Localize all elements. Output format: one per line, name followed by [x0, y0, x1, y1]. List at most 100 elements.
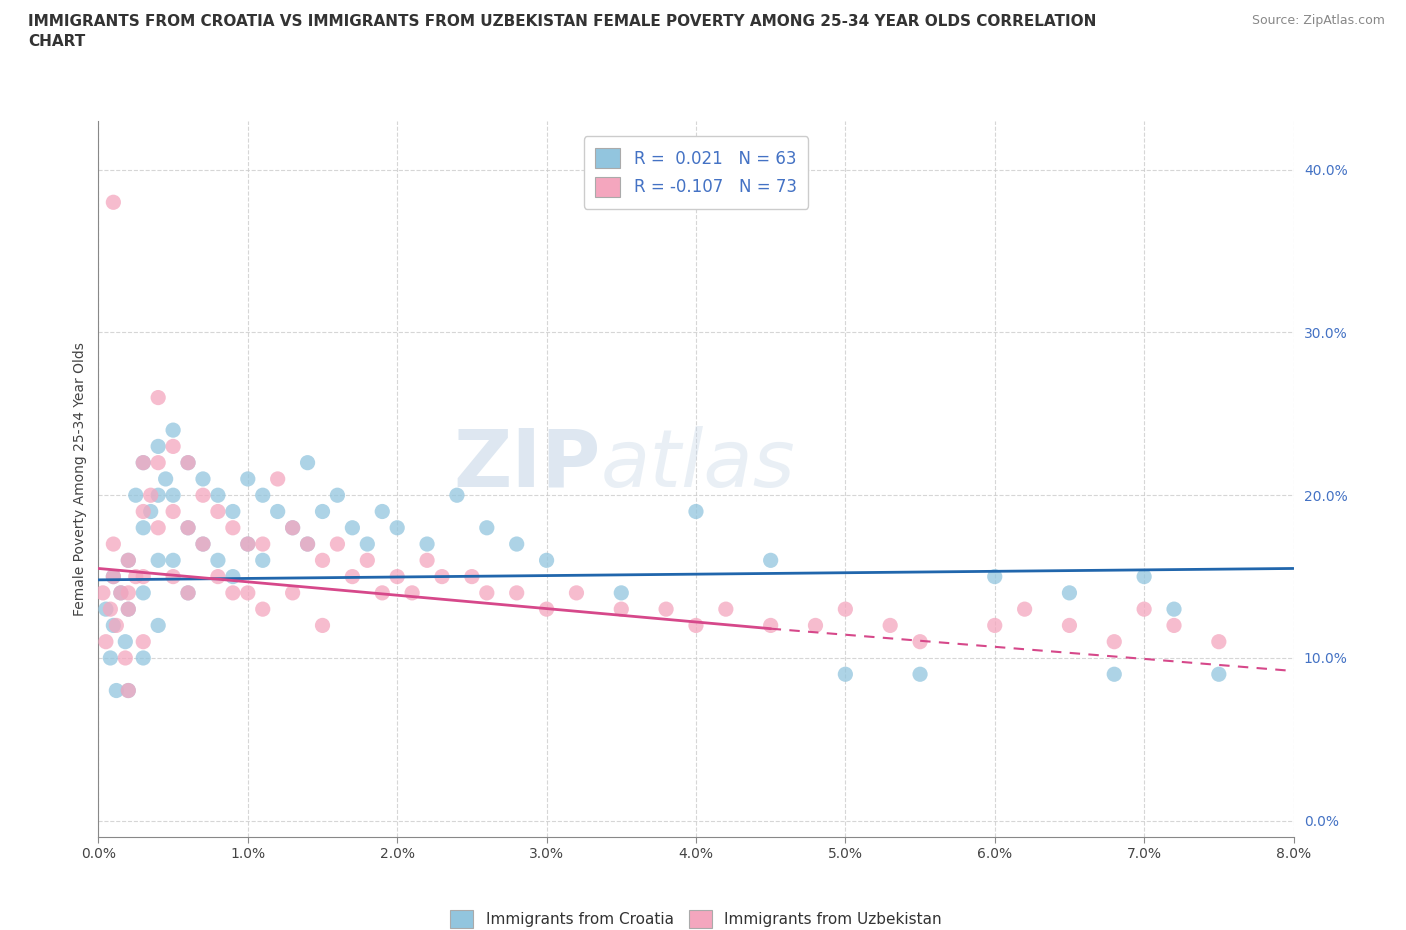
Point	[162, 552, 184, 567]
Point	[356, 552, 378, 567]
Point	[342, 521, 364, 536]
Point	[342, 569, 364, 584]
Point	[565, 586, 588, 601]
Point	[506, 586, 529, 601]
Point	[155, 472, 177, 486]
Point	[385, 521, 409, 536]
Point	[908, 634, 931, 649]
Point	[222, 521, 245, 536]
Point	[177, 586, 200, 601]
Point	[446, 487, 468, 502]
Point	[1163, 618, 1185, 633]
Text: IMMIGRANTS FROM CROATIA VS IMMIGRANTS FROM UZBEKISTAN FEMALE POVERTY AMONG 25-34: IMMIGRANTS FROM CROATIA VS IMMIGRANTS FR…	[28, 14, 1097, 48]
Point	[207, 552, 229, 567]
Text: Source: ZipAtlas.com: Source: ZipAtlas.com	[1251, 14, 1385, 27]
Point	[834, 602, 856, 617]
Point	[110, 586, 132, 601]
Point	[252, 537, 274, 551]
Point	[252, 602, 274, 617]
Point	[714, 602, 737, 617]
Point	[103, 195, 125, 210]
Point	[461, 569, 484, 584]
Point	[655, 602, 678, 617]
Point	[252, 487, 274, 502]
Point	[297, 455, 319, 470]
Point	[103, 569, 125, 584]
Point	[297, 537, 319, 551]
Point	[94, 634, 117, 649]
Point	[311, 552, 333, 567]
Point	[311, 618, 333, 633]
Point	[103, 618, 125, 633]
Point	[475, 521, 498, 536]
Point	[536, 602, 558, 617]
Point	[1133, 602, 1156, 617]
Point	[506, 537, 529, 551]
Point	[105, 683, 128, 698]
Point	[207, 504, 229, 519]
Point	[267, 472, 290, 486]
Point	[162, 487, 184, 502]
Point	[281, 521, 304, 536]
Point	[416, 552, 439, 567]
Point	[132, 455, 155, 470]
Point	[222, 586, 245, 601]
Point	[685, 504, 707, 519]
Point	[326, 487, 349, 502]
Point	[139, 504, 162, 519]
Point	[114, 634, 136, 649]
Point	[834, 667, 856, 682]
Point	[356, 537, 378, 551]
Point	[148, 455, 170, 470]
Point	[117, 552, 139, 567]
Point	[110, 586, 132, 601]
Point	[177, 455, 200, 470]
Point	[105, 618, 128, 633]
Point	[281, 521, 304, 536]
Point	[114, 651, 136, 666]
Legend: Immigrants from Croatia, Immigrants from Uzbekistan: Immigrants from Croatia, Immigrants from…	[443, 902, 949, 930]
Point	[326, 537, 349, 551]
Point	[177, 586, 200, 601]
Point	[1133, 569, 1156, 584]
Point	[191, 537, 214, 551]
Point	[475, 586, 498, 601]
Point	[222, 504, 245, 519]
Point	[984, 618, 1007, 633]
Point	[281, 586, 304, 601]
Point	[132, 521, 155, 536]
Point	[610, 586, 633, 601]
Point	[91, 586, 114, 601]
Point	[148, 521, 170, 536]
Point	[267, 504, 290, 519]
Point	[117, 552, 139, 567]
Point	[222, 569, 245, 584]
Point	[1104, 634, 1126, 649]
Point	[311, 504, 333, 519]
Point	[177, 455, 200, 470]
Point	[162, 439, 184, 454]
Point	[94, 602, 117, 617]
Point	[759, 618, 782, 633]
Point	[103, 569, 125, 584]
Point	[117, 602, 139, 617]
Point	[98, 651, 122, 666]
Point	[759, 552, 782, 567]
Point	[132, 504, 155, 519]
Point	[177, 521, 200, 536]
Point	[236, 586, 259, 601]
Point	[148, 390, 170, 405]
Point	[148, 552, 170, 567]
Point	[117, 683, 139, 698]
Point	[191, 487, 214, 502]
Point	[177, 521, 200, 536]
Point	[371, 504, 394, 519]
Point	[908, 667, 931, 682]
Point	[1059, 618, 1081, 633]
Point	[191, 472, 214, 486]
Point	[125, 487, 148, 502]
Point	[385, 569, 409, 584]
Point	[416, 537, 439, 551]
Point	[610, 602, 633, 617]
Point	[191, 537, 214, 551]
